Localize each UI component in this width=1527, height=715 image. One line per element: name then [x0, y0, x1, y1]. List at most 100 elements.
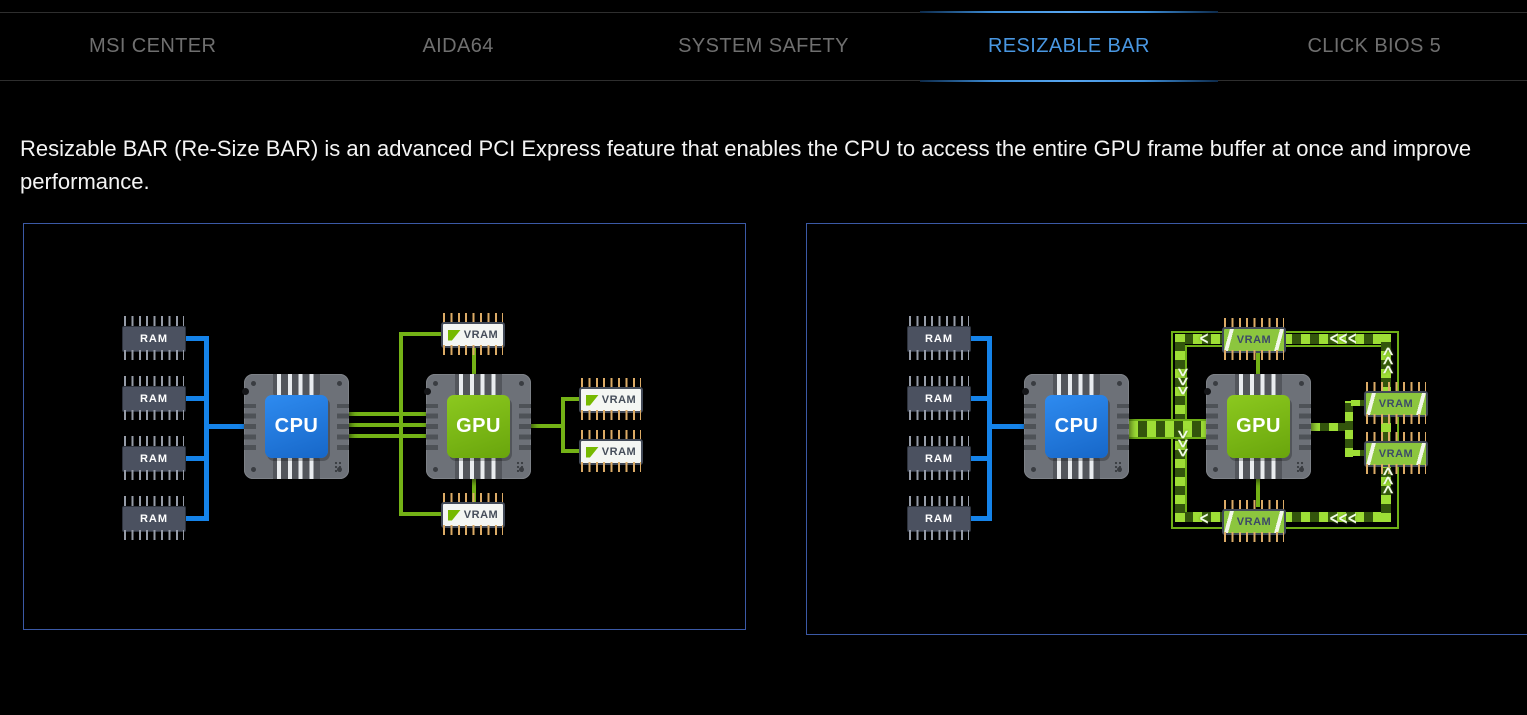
tab-label: AIDA64: [422, 35, 494, 57]
chip-corner-dot: [519, 381, 524, 386]
vram-label: VRAM: [1378, 448, 1414, 460]
gpu-die: GPU: [447, 395, 510, 458]
vram-module: VRAM: [440, 313, 506, 355]
ram-label: RAM: [924, 513, 954, 525]
cpu-label: CPU: [274, 415, 319, 437]
ram-bus-stub: [967, 456, 989, 461]
cpu-gpu-lane: [349, 434, 426, 438]
chip-notch: [242, 388, 249, 395]
vram-module: VRAM: [440, 493, 506, 535]
chip-connector: [273, 374, 320, 396]
vram-logo-icon: [447, 509, 461, 521]
chip-side-pins: [426, 404, 438, 450]
vram-label: VRAM: [463, 329, 499, 341]
chip-connector: [1053, 457, 1100, 479]
chip-dots: [1296, 461, 1304, 473]
ram-cpu-link: [204, 424, 244, 429]
chip-side-pins: [1299, 404, 1311, 450]
vram-branch: [561, 397, 582, 401]
vram-module-active: VRAM: [1221, 500, 1287, 542]
vram-logo-icon: [585, 446, 599, 458]
vram-label: VRAM: [463, 509, 499, 521]
vram-bracket: [561, 397, 565, 453]
gpu-right-link: [531, 424, 565, 428]
chip-side-pins: [519, 404, 531, 450]
vram-branch: [1351, 450, 1365, 456]
ram-module: RAM: [906, 376, 972, 420]
tab-label: CLICK BIOS 5: [1307, 35, 1442, 57]
gpu-chip: GPU: [1204, 374, 1311, 479]
vram-module-active: VRAM: [1221, 318, 1287, 360]
gpu-vram-feed: [1256, 346, 1260, 376]
tab-system-safety[interactable]: SYSTEM SAFETY: [611, 13, 916, 80]
vram-label: VRAM: [1236, 334, 1272, 346]
chip-corner-dot: [433, 381, 438, 386]
flow-arrow-icon: <<<: [1329, 327, 1357, 349]
chip-corner-dot: [1299, 381, 1304, 386]
ram-label: RAM: [924, 333, 954, 345]
chip-dots: [334, 461, 342, 473]
ram-chip: RAM: [122, 326, 186, 352]
chip-corner-dot: [1031, 467, 1036, 472]
vram-label: VRAM: [1378, 398, 1414, 410]
feature-description: Resizable BAR (Re-Size BAR) is an advanc…: [20, 136, 1472, 194]
vram-chip: VRAM: [1364, 391, 1428, 417]
ram-bus-stub: [967, 396, 989, 401]
chip-corner-dot: [1117, 381, 1122, 386]
chip-notch: [1022, 388, 1029, 395]
ram-module: RAM: [906, 496, 972, 540]
vram-branch: [561, 449, 582, 453]
vram-module-active: VRAM: [1363, 382, 1429, 424]
chip-connector: [455, 457, 502, 479]
chip-connector: [1235, 457, 1282, 479]
ram-label: RAM: [139, 453, 169, 465]
cpu-die: CPU: [265, 395, 328, 458]
ram-chip: RAM: [907, 506, 971, 532]
cpu-gpu-lane: [349, 412, 426, 416]
gpu-label: GPU: [456, 415, 501, 437]
gpu-vram-feed: [472, 344, 476, 376]
ram-bus-stub: [967, 336, 989, 341]
ram-module: RAM: [121, 436, 187, 480]
ram-label: RAM: [139, 333, 169, 345]
cpu-gpu-wide-link: [1129, 419, 1206, 439]
tab-click-bios-5[interactable]: CLICK BIOS 5: [1222, 13, 1527, 80]
gpu-label: GPU: [1236, 415, 1281, 437]
ram-chip: RAM: [907, 446, 971, 472]
chip-dots: [516, 461, 524, 473]
flow-arrow-icon: <<<: [1378, 466, 1400, 494]
vram-chip: VRAM: [441, 322, 505, 348]
flow-arrow-icon: <<<: [1378, 346, 1400, 374]
chip-connector: [455, 374, 502, 396]
chip-connector: [1053, 374, 1100, 396]
vram-branch: [1351, 400, 1365, 406]
chip-notch: [1204, 388, 1211, 395]
chip-corner-dot: [1031, 381, 1036, 386]
tab-resizable-bar[interactable]: RESIZABLE BAR: [916, 11, 1221, 82]
ram-module: RAM: [121, 316, 187, 360]
tab-label: RESIZABLE BAR: [987, 35, 1150, 57]
chip-corner-dot: [1213, 381, 1218, 386]
vram-bracket: [1345, 401, 1353, 457]
ram-module: RAM: [906, 436, 972, 480]
chip-corner-dot: [1213, 467, 1218, 472]
vram-chip: VRAM: [1222, 327, 1286, 353]
ram-bus-stub: [182, 456, 206, 461]
vram-label: VRAM: [601, 446, 637, 458]
tab-aida64[interactable]: AIDA64: [305, 13, 610, 80]
vram-module: VRAM: [578, 378, 644, 420]
cpu-gpu-lane: [349, 423, 426, 427]
tab-msi-center[interactable]: MSI CENTER: [0, 13, 305, 80]
chip-notch: [424, 388, 431, 395]
vram-logo-icon: [447, 329, 461, 341]
diagram-panel-standard: RAM RAM RAM RAM CPU GPU VRAM VRAM VRAM V…: [23, 223, 746, 630]
ram-bus-stub: [182, 396, 206, 401]
ram-chip: RAM: [907, 386, 971, 412]
cpu-chip: CPU: [242, 374, 349, 479]
chip-corner-dot: [433, 467, 438, 472]
ram-label: RAM: [924, 453, 954, 465]
chip-corner-dot: [251, 381, 256, 386]
ram-module: RAM: [121, 376, 187, 420]
vram-chip: VRAM: [579, 387, 643, 413]
ram-label: RAM: [139, 393, 169, 405]
